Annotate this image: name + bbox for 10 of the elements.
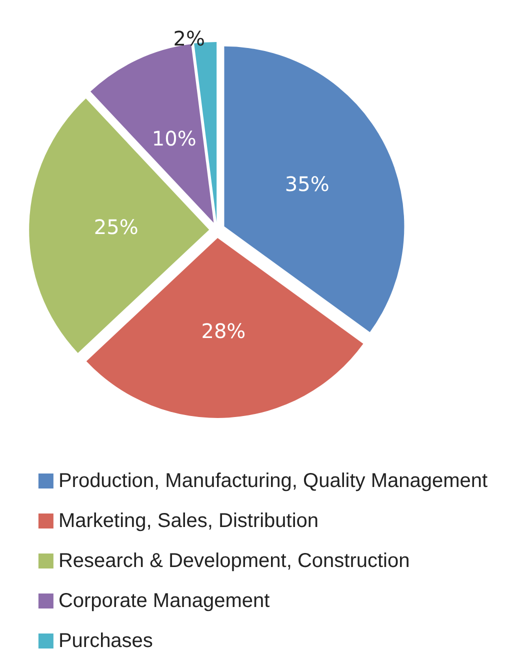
legend-label: Corporate Management [58,590,270,612]
data-label: 35% [284,172,330,196]
legend-label: Purchases [58,630,153,652]
data-label: 28% [201,318,246,343]
data-label: 25% [94,214,138,239]
legend-label: Research & Development, Construction [58,550,410,572]
data-label: 10% [152,126,196,151]
legend-label: Production, Manufacturing, Quality Management [58,470,488,492]
legend-label: Marketing, Sales, Distribution [58,510,319,532]
data-label: 2% [173,26,206,50]
